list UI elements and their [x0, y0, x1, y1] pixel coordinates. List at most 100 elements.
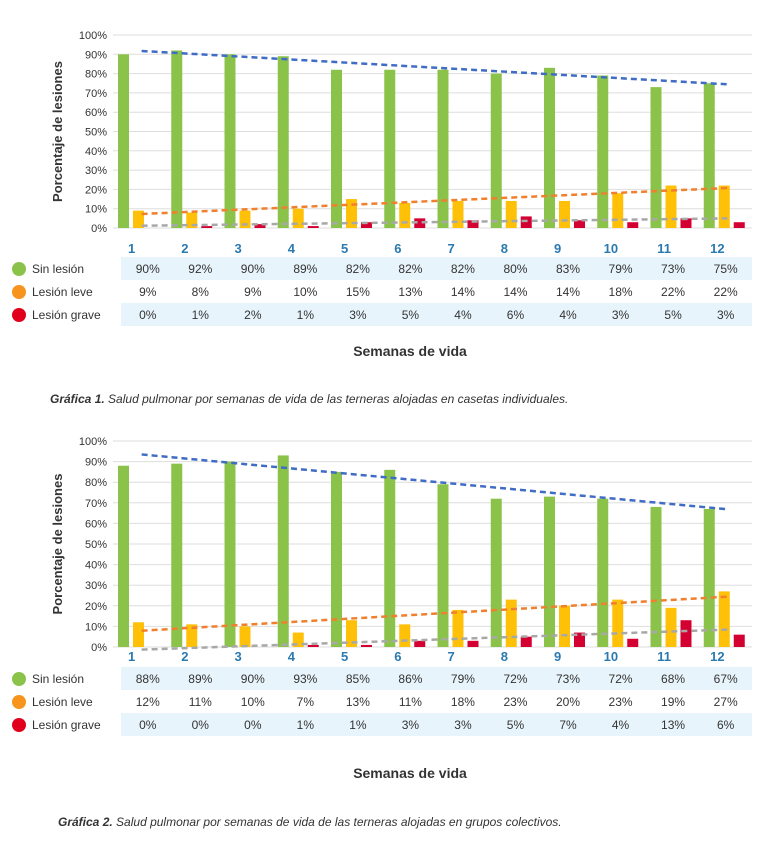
table-cell: 13%: [646, 713, 700, 736]
bar-sin-lesion: [597, 75, 609, 228]
bar-lesion-leve: [399, 202, 411, 228]
y-tick-label: 30%: [85, 580, 107, 592]
bar-sin-lesion: [384, 469, 396, 647]
table-cell: 10%: [240, 694, 265, 709]
x-category-label: 7: [448, 241, 455, 256]
table-cell: 2%: [226, 303, 280, 326]
y-tick-label: 40%: [85, 560, 107, 572]
y-tick-label: 10%: [85, 204, 107, 216]
bar-sin-lesion: [650, 87, 662, 228]
table-cell: 68%: [646, 667, 700, 690]
table-cell: 3%: [699, 303, 752, 326]
table-cell: 9%: [139, 284, 157, 299]
table-cell: 72%: [594, 667, 647, 690]
chart-2-caption-prefix: Gráfica 2.: [58, 815, 113, 829]
chart-1-plot: 0% 10% 20% 30% 40% 50% 60% 70% 80% 90% 100% Porcent…: [50, 30, 752, 256]
bar-lesion-grave: [307, 644, 319, 647]
trendline-sin-lesion: [141, 49, 728, 86]
legend-marker-icon: [12, 284, 26, 299]
table-cell: 14%: [555, 284, 581, 299]
bar-sin-lesion: [544, 496, 555, 647]
bar-sin-lesion: [224, 461, 236, 647]
table-cell: 10%: [293, 284, 318, 299]
x-category-label: 2: [181, 241, 188, 256]
legend-label: Lesión leve: [32, 694, 93, 709]
bar-lesion-grave: [680, 620, 692, 647]
table-cell: 90%: [121, 257, 175, 280]
legend-sin-lesion: Sin lesión: [12, 257, 121, 280]
legend-marker-icon: [12, 694, 26, 709]
bar-sin-lesion: [703, 508, 715, 647]
table-cell: 89%: [174, 667, 227, 690]
table-cell: 86%: [384, 667, 437, 690]
table-cell: 93%: [279, 667, 332, 690]
bar-lesion-leve: [346, 620, 357, 647]
table-cell: 7%: [296, 694, 315, 709]
bar-sin-lesion: [437, 484, 449, 647]
x-category-label: 10: [604, 241, 618, 256]
table-cell: 0%: [121, 303, 175, 326]
table-cell: 5%: [646, 303, 700, 326]
table-cell: 14%: [450, 284, 475, 299]
table-cell: 6%: [699, 713, 752, 736]
table-cell: 7%: [541, 713, 595, 736]
table-cell: 11%: [398, 694, 422, 709]
y-tick-label: 100%: [79, 436, 107, 448]
table-cell: 90%: [226, 257, 280, 280]
legend-lesion-grave: Lesión grave: [12, 303, 121, 326]
x-category-label: 6: [394, 649, 401, 664]
table-cell: 5%: [384, 303, 437, 326]
table-row: Sin lesión 88% 89% 90% 93% 85% 86% 79% 72% 73% 72%…: [12, 667, 752, 690]
x-category-label: 7: [448, 649, 455, 664]
bar-lesion-leve: [292, 632, 304, 647]
bar-lesion-leve: [186, 212, 198, 228]
table-cell: 19%: [661, 694, 686, 709]
bar-sin-lesion: [490, 73, 502, 228]
y-tick-label: 50%: [85, 127, 107, 139]
chart-2-caption-text: Salud pulmonar por semanas de vida de la…: [116, 815, 562, 829]
legend-sin-lesion: Sin lesión: [12, 667, 121, 690]
bar-lesion-grave: [254, 224, 266, 228]
bar-lesion-leve: [133, 622, 144, 647]
table-cell: 5%: [489, 713, 542, 736]
table-cell: 4%: [594, 713, 647, 736]
bar-lesion-leve: [452, 200, 464, 228]
legend-lesion-leve: Lesión leve: [12, 690, 121, 713]
bar-lesion-leve: [718, 591, 730, 647]
bar-sin-lesion: [490, 498, 502, 647]
y-tick-label: 60%: [85, 107, 107, 119]
y-tick-label: 0%: [91, 642, 107, 654]
table-cell: 83%: [541, 257, 595, 280]
bar-lesion-grave: [680, 218, 692, 228]
trendline-lesion-grave: [141, 217, 728, 227]
legend-label: Sin lesión: [32, 671, 85, 686]
table-cell: 3%: [594, 303, 647, 326]
legend-label: Lesión grave: [32, 717, 101, 732]
y-tick-label: 90%: [85, 49, 107, 61]
y-tick-label: 80%: [85, 477, 107, 489]
bar-lesion-leve: [505, 200, 517, 228]
y-tick-label: 70%: [85, 88, 107, 100]
table-cell: 3%: [436, 713, 490, 736]
bar-sin-lesion: [118, 465, 129, 647]
table-cell: 22%: [661, 284, 686, 299]
table-cell: 15%: [345, 284, 370, 299]
table-row: Lesión grave 0% 1% 2% 1% 3% 5% 4% 6% 4% 3% 5% 3%: [12, 303, 752, 326]
y-tick-label: 60%: [85, 518, 107, 530]
table-cell: 79%: [594, 257, 647, 280]
bar-sin-lesion: [118, 54, 129, 228]
table-cell: 12%: [135, 694, 160, 709]
table-row: Lesión leve 12% 11% 10% 7% 13% 11% 18% 23% 20% 23%…: [12, 690, 752, 713]
y-tick-label: 90%: [85, 457, 107, 469]
x-category-label: 11: [657, 241, 671, 256]
y-tick-label: 100%: [79, 30, 107, 42]
bar-lesion-leve: [505, 599, 517, 647]
table-cell: 3%: [331, 303, 385, 326]
bar-lesion-grave: [520, 216, 532, 228]
bar-lesion-grave: [361, 644, 372, 647]
bar-lesion-grave: [574, 220, 585, 228]
y-tick-label: 20%: [85, 601, 107, 613]
legend-label: Lesión leve: [32, 284, 93, 299]
trendline-lesion-leve: [141, 595, 728, 632]
table-cell: 67%: [699, 667, 752, 690]
